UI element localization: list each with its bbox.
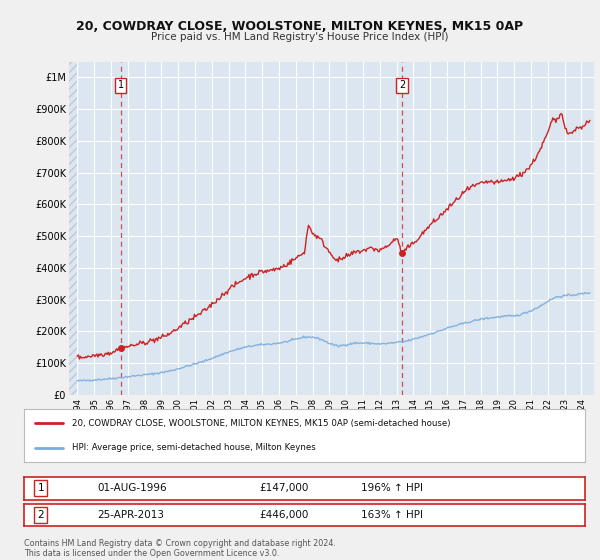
Bar <box>69 62 77 395</box>
Text: 2: 2 <box>399 81 405 90</box>
Text: This data is licensed under the Open Government Licence v3.0.: This data is licensed under the Open Gov… <box>24 549 280 558</box>
Text: Price paid vs. HM Land Registry's House Price Index (HPI): Price paid vs. HM Land Registry's House … <box>151 32 449 43</box>
Text: 1: 1 <box>118 81 124 90</box>
Text: 25-APR-2013: 25-APR-2013 <box>97 510 164 520</box>
Text: 2: 2 <box>38 510 44 520</box>
Text: HPI: Average price, semi-detached house, Milton Keynes: HPI: Average price, semi-detached house,… <box>71 443 316 452</box>
Text: 01-AUG-1996: 01-AUG-1996 <box>97 483 167 493</box>
Text: Contains HM Land Registry data © Crown copyright and database right 2024.: Contains HM Land Registry data © Crown c… <box>24 539 336 548</box>
Text: 20, COWDRAY CLOSE, WOOLSTONE, MILTON KEYNES, MK15 0AP (semi-detached house): 20, COWDRAY CLOSE, WOOLSTONE, MILTON KEY… <box>71 419 450 428</box>
Text: 20, COWDRAY CLOSE, WOOLSTONE, MILTON KEYNES, MK15 0AP: 20, COWDRAY CLOSE, WOOLSTONE, MILTON KEY… <box>76 20 524 32</box>
Text: 163% ↑ HPI: 163% ↑ HPI <box>361 510 422 520</box>
Text: £147,000: £147,000 <box>260 483 309 493</box>
Text: £446,000: £446,000 <box>260 510 309 520</box>
Text: 196% ↑ HPI: 196% ↑ HPI <box>361 483 422 493</box>
Text: 1: 1 <box>38 483 44 493</box>
